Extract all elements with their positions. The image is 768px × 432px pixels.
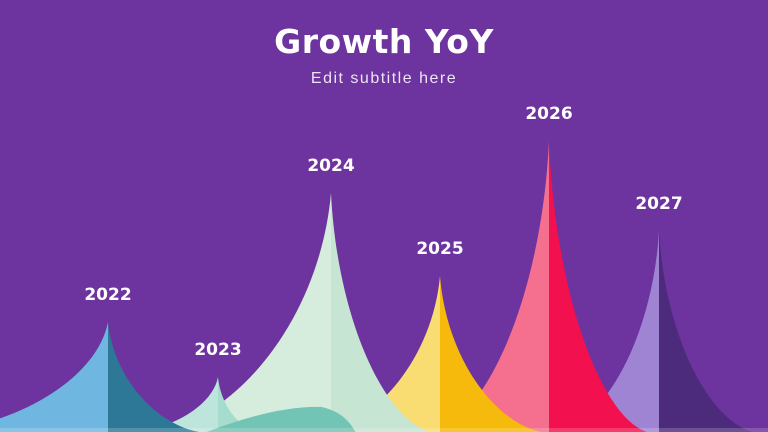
- year-label-2024[interactable]: 2024: [307, 156, 355, 176]
- peak-2023-left: [136, 377, 218, 432]
- peak-2022-left: [0, 322, 108, 432]
- peak-2027-right: [659, 231, 754, 432]
- year-label-2025[interactable]: 2025: [416, 239, 464, 259]
- peak-2022-right: [108, 322, 200, 432]
- peak-2025-left: [321, 276, 440, 432]
- year-label-2023[interactable]: 2023: [194, 340, 242, 360]
- peak-2026-left: [433, 141, 549, 432]
- baseline-strip: [0, 428, 768, 432]
- slide-header: Growth YoY Edit subtitle here: [0, 22, 768, 88]
- peak-2026-right: [549, 141, 648, 432]
- year-label-2022[interactable]: 2022: [84, 285, 132, 305]
- peak-2027-left: [557, 231, 659, 432]
- foothill-teal: [206, 406, 356, 432]
- year-label-2027[interactable]: 2027: [635, 194, 683, 214]
- slide-title[interactable]: Growth YoY: [274, 22, 494, 61]
- peak-2025-right: [440, 276, 543, 432]
- year-label-2026[interactable]: 2026: [525, 104, 573, 124]
- peak-2024-right: [331, 193, 431, 432]
- peak-2023-right: [218, 377, 258, 432]
- peak-2024-left: [154, 193, 331, 432]
- slide-subtitle[interactable]: Edit subtitle here: [310, 69, 458, 87]
